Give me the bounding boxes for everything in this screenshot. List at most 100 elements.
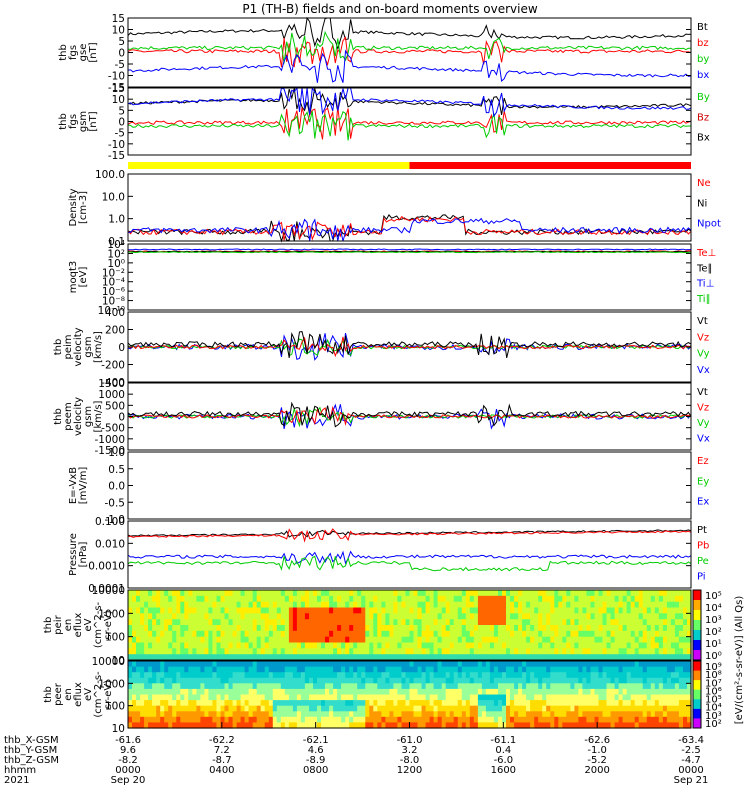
electron-spectrogram-cell [425,711,431,718]
ion-spectrogram-cell [216,613,222,620]
ion-spectrogram-cell [304,607,310,614]
ion-spectrogram-cell [192,630,197,638]
electron-spectrogram-cell [658,672,664,679]
electron-spectrogram-cell [365,683,370,690]
electron-spectrogram-cell [381,716,386,723]
electron-spectrogram-cell [172,722,177,729]
ion-spectrogram-cell [522,595,527,603]
electron-spectrogram-cell [160,666,165,673]
colorbar-tick-label: 10³ [705,711,722,722]
ion-spectrogram-cell [309,636,314,644]
electron-spectrogram-cell [461,688,467,696]
electron-spectrogram-cell [485,722,491,729]
ion-spectrogram-cell [240,607,246,614]
ion-spectrogram-cell [128,654,133,661]
x-axis-value: -62.1 [303,735,329,746]
electron-spectrogram-cell [618,694,624,701]
ion-spectrogram-cell [405,601,411,609]
ion-spectrogram-cell [385,636,390,644]
electron-spectrogram-cell [582,683,587,690]
electron-spectrogram-cell [469,705,475,712]
ion-spectrogram-cell [353,619,358,626]
ion-spectrogram-cell [361,636,366,644]
ion-spectrogram-cell [393,642,398,649]
ion-spectrogram-cell [144,654,149,661]
electron-spectrogram-cell [184,705,189,712]
ion-spectrogram-cell [300,613,306,620]
ion-spectrogram-cell [618,590,624,597]
electron-spectrogram-cell [514,677,519,684]
ion-spectrogram-cell [405,648,411,655]
ion-spectrogram-cell [433,648,439,655]
colorbar-segment [693,680,701,691]
ion-spectrogram-cell [272,636,278,644]
ion-spectrogram-cell [538,595,543,603]
ion-spectrogram-cell [538,607,543,614]
ion-spectrogram-cell [666,607,672,614]
ion-spectrogram-cell [566,601,571,609]
electron-spectrogram-cell [465,683,471,690]
ion-spectrogram-cell [288,601,294,609]
x-axis-value: -8.7 [212,755,232,766]
ion-spectrogram-cell [381,613,386,620]
electron-spectrogram-cell [425,661,431,668]
ion-spectrogram-cell [578,595,583,603]
ion-spectrogram-cell [506,607,511,614]
electron-spectrogram-cell [498,672,503,679]
electron-spectrogram-cell [522,688,527,696]
ion-spectrogram-cell [144,648,149,655]
ion-spectrogram-cell [437,654,443,661]
ion-spectrogram-cell [329,648,334,655]
electron-spectrogram-cell [417,661,423,668]
electron-spectrogram-cell [421,711,427,718]
ion-spectrogram-cell [638,654,644,661]
electron-spectrogram-cell [309,683,314,690]
electron-spectrogram-cell [666,688,672,696]
series-line [127,529,692,538]
ion-spectrogram-cell [140,613,145,620]
electron-spectrogram-cell [570,672,575,679]
ion-spectrogram-cell [574,654,579,661]
electron-spectrogram-cell [156,722,161,729]
electron-spectrogram-cell [248,688,254,696]
y-axis-label-line: en [63,619,74,632]
electron-spectrogram-cell [389,672,394,679]
ion-spectrogram-cell [329,595,334,603]
ion-spectrogram-cell [594,648,600,655]
ion-spectrogram-cell [256,642,262,649]
ion-spectrogram-cell [586,642,591,649]
ion-spectrogram-cell [148,595,153,603]
ion-spectrogram-cell [296,630,302,638]
ion-spectrogram-cell [409,630,415,638]
electron-spectrogram-cell [433,677,439,684]
ion-spectrogram-cell [204,654,209,661]
electron-spectrogram-cell [252,666,258,673]
electron-spectrogram-cell [514,661,519,668]
electron-spectrogram-cell [216,700,222,707]
electron-spectrogram-cell [417,694,423,701]
electron-spectrogram-cell [502,661,507,668]
ion-spectrogram-cell [437,607,443,614]
ion-spectrogram-cell [598,648,604,655]
ion-spectrogram-cell [481,590,487,597]
electron-spectrogram-cell [317,677,322,684]
ion-spectrogram-cell [602,642,608,649]
ion-spectrogram-cell [514,648,519,655]
ion-spectrogram-cell [602,607,608,614]
ion-spectrogram-cell [590,590,596,597]
electron-spectrogram-cell [341,688,346,696]
ion-spectrogram-cell [373,590,378,597]
electron-spectrogram-cell [264,705,270,712]
electron-spectrogram-cell [264,694,270,701]
ion-spectrogram-cell [256,654,262,661]
ion-spectrogram-cell [204,601,209,609]
electron-spectrogram-cell [518,661,523,668]
electron-spectrogram-cell [272,688,278,696]
ion-spectrogram-cell [341,630,346,638]
electron-spectrogram-cell [670,711,676,718]
ion-spectrogram-cell [236,601,242,609]
electron-spectrogram-cell [674,722,680,729]
ion-spectrogram-cell [530,630,535,638]
electron-spectrogram-cell [514,711,519,718]
